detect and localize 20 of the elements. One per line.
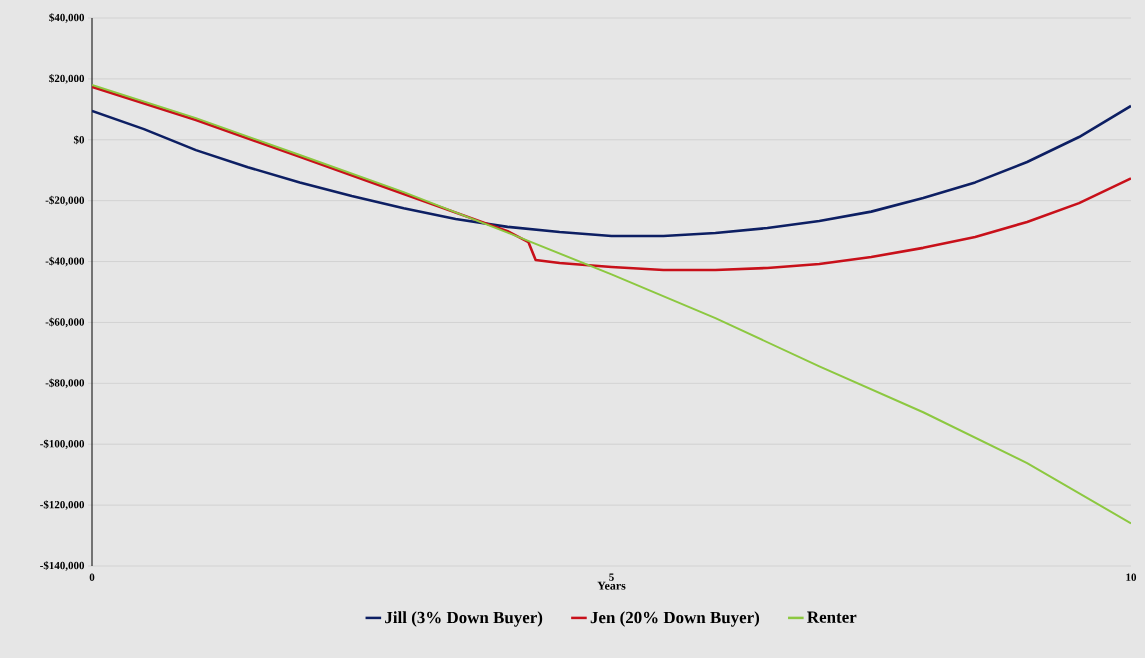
y-tick-label: $40,000 <box>49 13 85 23</box>
y-tick-label: $0 <box>73 135 85 145</box>
y-tick-label: -$40,000 <box>45 256 85 267</box>
y-tick-label: -$100,000 <box>40 439 85 450</box>
x-tick-label: 5 <box>609 573 614 581</box>
line-series <box>92 85 1132 272</box>
legend-label: Jen (20% Down Buyer) <box>590 611 760 627</box>
y-tick-label: -$20,000 <box>45 195 85 206</box>
y-tick-label: -$60,000 <box>45 317 85 328</box>
line-series <box>92 104 1132 238</box>
y-tick-label: -$80,000 <box>45 378 85 389</box>
y-tick-label: $20,000 <box>49 74 85 84</box>
x-axis-title: Years <box>597 581 626 590</box>
y-tick-label: -$140,000 <box>40 561 85 571</box>
legend-label: Renter <box>807 611 857 623</box>
y-tick-label: -$120,000 <box>40 500 85 510</box>
line-series <box>92 83 1132 525</box>
legend-label: Jill (3% Down Buyer) <box>385 611 543 627</box>
x-tick-label: 10 <box>1126 573 1137 581</box>
x-tick-label: 0 <box>89 573 95 581</box>
